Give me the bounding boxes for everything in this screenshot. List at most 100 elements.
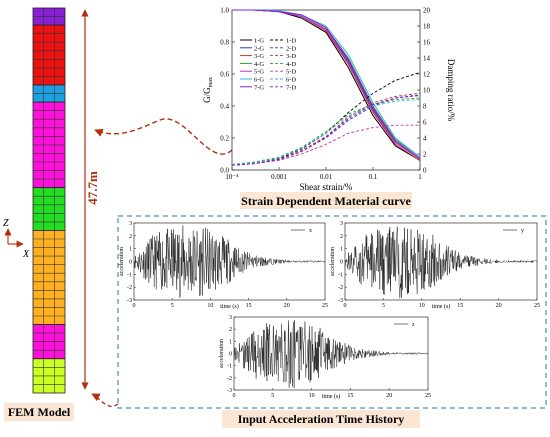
x-tick-label: 10 bbox=[207, 303, 213, 309]
acceleration-axis-label: acceleration bbox=[330, 247, 336, 276]
y-tick-label: -1 bbox=[338, 272, 343, 278]
y-tick-label: 1.0 bbox=[220, 7, 229, 15]
x-tick-label: 15 bbox=[457, 303, 463, 309]
y-tick-label: 2 bbox=[340, 234, 343, 240]
fem-caption: FEM Model bbox=[8, 405, 71, 419]
y-tick-label: 0 bbox=[229, 352, 232, 358]
y-tick-label: 3 bbox=[129, 221, 132, 227]
y-tick-label: -2 bbox=[127, 285, 132, 291]
y-tick-label: 3 bbox=[340, 221, 343, 227]
legend-label: 5-G bbox=[254, 69, 264, 76]
x-tick-label: 25 bbox=[534, 303, 540, 309]
y-tick-label: 0.8 bbox=[220, 39, 229, 47]
x-tick-label: 0 bbox=[233, 393, 236, 399]
soil-layer bbox=[32, 187, 66, 231]
g-gmax-axis-label: G/Gmax bbox=[202, 77, 214, 103]
y-tick-label: 0 bbox=[129, 260, 132, 266]
legend-label: z bbox=[412, 322, 415, 328]
axis-x-label: X bbox=[22, 249, 30, 260]
y-tick-label: -3 bbox=[338, 298, 343, 304]
y-tick-label: 0.6 bbox=[220, 71, 229, 79]
time-axis-label: time (s) bbox=[220, 303, 239, 310]
acceleration-trace bbox=[133, 225, 326, 298]
fem-caption-box: FEM Model bbox=[4, 403, 74, 421]
legend-label: y bbox=[521, 228, 524, 234]
y-tick-label: -1 bbox=[127, 272, 132, 278]
soil-layer bbox=[32, 230, 66, 325]
y-right-tick-label: 14 bbox=[423, 55, 431, 63]
y-tick-label: 0.2 bbox=[220, 135, 229, 143]
x-tick-label: 0 bbox=[133, 303, 136, 309]
y-tick-label: 1 bbox=[129, 247, 132, 253]
x-tick-label: 10⁻⁴ bbox=[225, 173, 239, 181]
y-tick-label: 1 bbox=[229, 339, 232, 345]
legend-label: 2-D bbox=[286, 45, 296, 52]
x-tick-label: 15 bbox=[347, 393, 353, 399]
y-right-tick-label: 16 bbox=[423, 39, 431, 47]
g-series-line bbox=[232, 9, 421, 160]
legend-label: 6-G bbox=[254, 77, 264, 84]
d-series-line bbox=[231, 95, 421, 166]
connector-to-material-curve bbox=[94, 118, 233, 155]
x-tick-label: 0.1 bbox=[369, 173, 378, 181]
y-right-tick-label: 0 bbox=[423, 167, 427, 175]
x-tick-label: 20 bbox=[284, 303, 290, 309]
y-right-tick-label: 4 bbox=[423, 135, 427, 143]
y-tick-label: 0 bbox=[340, 260, 343, 266]
material-legend: 1-G2-G3-G4-G5-G6-G7-G 1-D2-D3-D4-D5-D6-D7… bbox=[240, 38, 296, 91]
legend-label: 6-D bbox=[286, 77, 296, 84]
y-right-tick-label: 12 bbox=[423, 71, 431, 79]
y-right-tick-label: 10 bbox=[423, 87, 431, 95]
x-tick-label: 5 bbox=[271, 393, 274, 399]
y-tick-label: 2 bbox=[229, 327, 232, 333]
material-caption: Strain Dependent Material curve bbox=[241, 194, 411, 208]
time-axis-label: time (s) bbox=[432, 303, 451, 310]
y-right-tick-label: 2 bbox=[423, 151, 427, 159]
x-tick-label: 20 bbox=[386, 393, 392, 399]
y-tick-label: -2 bbox=[338, 285, 343, 291]
legend-label: 1-G bbox=[254, 38, 264, 45]
connector-to-acceleration bbox=[91, 393, 119, 408]
fem-model-column bbox=[32, 7, 66, 394]
coordinate-axes: Z X bbox=[3, 218, 30, 260]
acceleration-axis-label: acceleration bbox=[219, 339, 225, 368]
x-tick-label: 15 bbox=[246, 303, 252, 309]
y-tick-label: 2 bbox=[129, 234, 132, 240]
axis-z-label: Z bbox=[3, 218, 9, 229]
x-tick-label: 10 bbox=[419, 303, 425, 309]
height-dimension: 47.7m bbox=[81, 9, 100, 390]
time-axis-label: time (s) bbox=[322, 393, 341, 400]
x-tick-label: 10 bbox=[309, 393, 315, 399]
damping-axis-label: Damping ratio/% bbox=[446, 59, 456, 122]
x-tick-label: 0.001 bbox=[271, 173, 287, 181]
y-tick-label: 3 bbox=[229, 315, 232, 321]
legend-label: 3-G bbox=[254, 53, 264, 60]
x-tick-label: 5 bbox=[382, 303, 385, 309]
x-tick-label: 0.01 bbox=[320, 173, 333, 181]
y-tick-label: -2 bbox=[227, 376, 232, 382]
y-right-tick-label: 18 bbox=[423, 23, 431, 31]
acceleration-trace bbox=[344, 226, 538, 299]
shear-strain-axis-label: Shear strain/% bbox=[300, 182, 353, 192]
x-tick-label: 25 bbox=[425, 393, 431, 399]
x-tick-label: 5 bbox=[171, 303, 174, 309]
x-tick-label: 20 bbox=[496, 303, 502, 309]
legend-label: 7-G bbox=[254, 84, 264, 91]
y-tick-label: -3 bbox=[227, 388, 232, 394]
material-curve-chart: 10⁻⁴ 0.001 0.01 0.1 1 0.0 0.2 0.4 0.6 0.8 1.0 0 2 4 6 8… bbox=[202, 7, 456, 193]
d-series-line bbox=[231, 97, 421, 165]
y-tick-label: 1 bbox=[340, 247, 343, 253]
legend-label: 3-D bbox=[286, 53, 296, 60]
y-tick-label: 0.0 bbox=[220, 167, 229, 175]
acceleration-caption-box: Input Acceleration Time History bbox=[222, 410, 420, 428]
x-tick-label: 0 bbox=[344, 303, 347, 309]
legend-label: x bbox=[309, 228, 312, 234]
legend-label: 5-D bbox=[286, 69, 296, 76]
legend-label: 7-D bbox=[286, 84, 296, 91]
acceleration-trace bbox=[233, 320, 429, 389]
x-tick-label: 25 bbox=[322, 303, 328, 309]
legend-label: 2-G bbox=[254, 45, 264, 52]
